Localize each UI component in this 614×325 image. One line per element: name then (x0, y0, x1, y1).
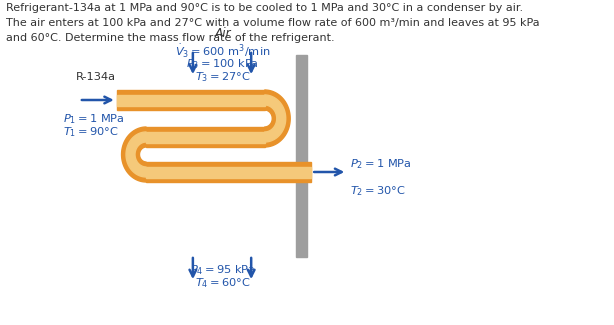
Text: $\dot{V}_3 = 600$ m$^3$/min: $\dot{V}_3 = 600$ m$^3$/min (175, 43, 270, 60)
Text: Refrigerant-134a at 1 MPa and 90°C is to be cooled to 1 MPa and 30°C in a conden: Refrigerant-134a at 1 MPa and 90°C is to… (6, 3, 523, 13)
Text: The air enters at 100 kPa and 27°C with a volume flow rate of 600 m³/min and lea: The air enters at 100 kPa and 27°C with … (6, 18, 540, 28)
Bar (146, 132, 265, 143)
Text: $P_4 = 95$ kPa: $P_4 = 95$ kPa (190, 263, 255, 277)
Text: and 60°C. Determine the mass flow rate of the refrigerant.: and 60°C. Determine the mass flow rate o… (6, 33, 335, 43)
Bar (146, 167, 311, 178)
Polygon shape (126, 132, 146, 177)
Text: $P_3 = 100$ kPa: $P_3 = 100$ kPa (186, 57, 259, 71)
Text: $P_1 = 1$ MPa: $P_1 = 1$ MPa (63, 112, 125, 126)
Bar (296, 55, 307, 257)
Polygon shape (122, 127, 146, 182)
Bar (146, 162, 311, 182)
Text: $T_3 = 27$°C: $T_3 = 27$°C (195, 70, 251, 84)
Text: R-134a: R-134a (76, 72, 116, 82)
Bar (146, 127, 265, 147)
Text: $P_2 = 1$ MPa: $P_2 = 1$ MPa (350, 157, 411, 171)
Bar (117, 90, 265, 110)
Text: $T_2 = 30$°C: $T_2 = 30$°C (350, 184, 406, 198)
Polygon shape (265, 95, 286, 142)
Text: Air: Air (214, 27, 231, 40)
Polygon shape (265, 90, 290, 147)
Text: $T_1 = 90$°C: $T_1 = 90$°C (63, 125, 119, 139)
Bar (117, 95, 265, 106)
Text: $T_4 = 60$°C: $T_4 = 60$°C (195, 276, 251, 290)
